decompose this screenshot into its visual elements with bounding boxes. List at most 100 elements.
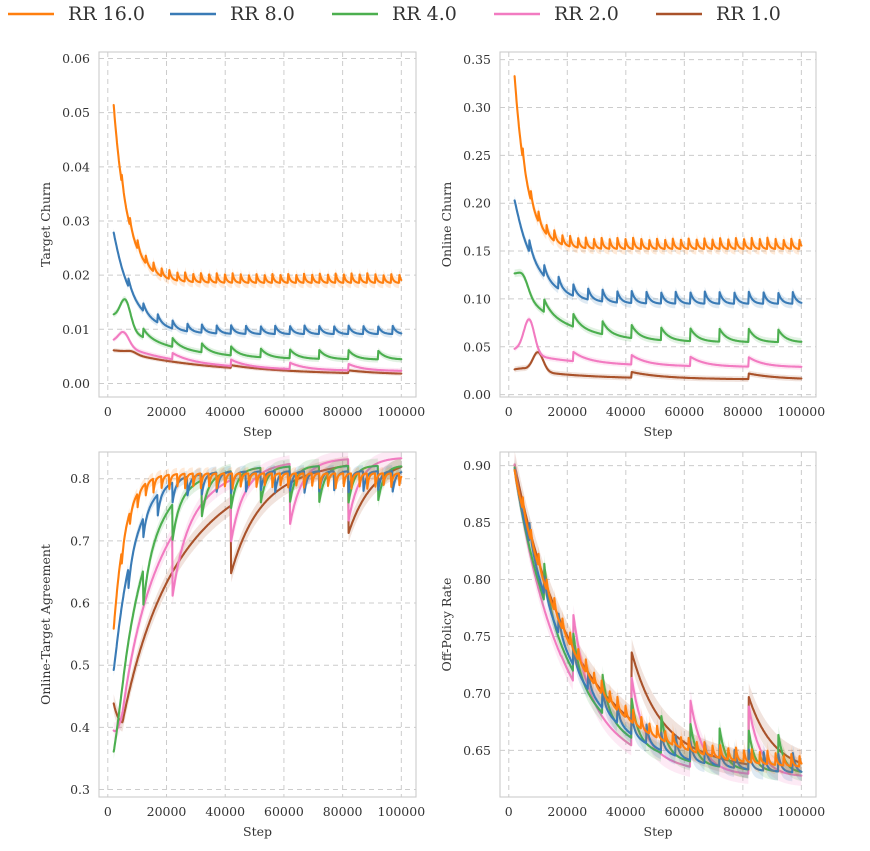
y-tick-label: 0.02 (62, 268, 90, 283)
x-tick-label: 0 (104, 404, 112, 419)
series-band (113, 99, 402, 289)
y-tick-label: 0.01 (62, 322, 90, 337)
y-tick-label: 0.90 (463, 458, 491, 473)
x-tick-label: 40000 (606, 404, 646, 419)
y-tick-label: 0.4 (70, 720, 90, 735)
panel-online-churn: 0 20000 40000 60000 80000 100000 0.00 0.05 0.10 0… (439, 51, 826, 439)
x-tick-label: 0 (104, 804, 112, 819)
y-tick-label: 0.7 (70, 533, 90, 548)
series-line-rr-16-0 (112, 472, 403, 630)
panel-off-policy-rate: 0 20000 40000 60000 80000 100000 0.65 0.70 0.75 0… (439, 451, 825, 839)
x-axis-title: Step (644, 824, 673, 839)
series-line-rr-2-0 (513, 318, 803, 368)
series-line-rr-16-0 (513, 468, 803, 768)
plot-frame (98, 451, 417, 798)
y-tick-label: 0.75 (463, 629, 491, 644)
series-line-rr-4-0 (513, 271, 803, 344)
series-line-rr-4-0 (112, 298, 403, 361)
x-tick-label: 80000 (323, 804, 363, 819)
x-tick-label: 80000 (723, 404, 763, 419)
y-tick-label: 0.15 (463, 244, 491, 259)
x-tick-label: 80000 (723, 804, 763, 819)
y-tick-label: 0.30 (463, 100, 491, 115)
x-tick-label: 60000 (264, 404, 304, 419)
series-band (514, 316, 802, 370)
panel-online-target-agreement: 0 20000 40000 60000 80000 100000 0.3 0.4 0.5 0.6 0… (38, 451, 425, 839)
series-band (514, 268, 802, 346)
x-tick-label: 40000 (606, 804, 646, 819)
y-tick-label: 0.00 (62, 376, 90, 391)
x-tick-label: 40000 (205, 404, 245, 419)
y-tick-label: 0.06 (62, 51, 90, 66)
series-line-rr-8-0 (513, 199, 803, 305)
legend-label: RR 2.0 (554, 3, 619, 25)
legend: RR 16.0 RR 8.0 RR 4.0 RR 2.0 RR 1.0 (8, 3, 781, 25)
legend-label: RR 8.0 (230, 3, 295, 25)
x-tick-label: 20000 (147, 804, 187, 819)
series-line-rr-4-0 (513, 466, 803, 773)
legend-label: RR 16.0 (68, 3, 145, 25)
y-tick-label: 0.85 (463, 515, 491, 530)
series-band (514, 452, 802, 779)
x-tick-label: 60000 (264, 804, 304, 819)
y-tick-label: 0.05 (463, 339, 491, 354)
x-tick-label: 60000 (664, 804, 704, 819)
y-axis-title: Target Churn (38, 182, 53, 267)
y-tick-label: 0.8 (70, 471, 90, 486)
x-tick-label: 20000 (547, 404, 587, 419)
y-tick-label: 0.25 (463, 148, 491, 163)
y-tick-label: 0.35 (463, 52, 491, 67)
x-tick-label: 20000 (147, 404, 187, 419)
x-tick-label: 20000 (547, 804, 587, 819)
y-tick-label: 0.00 (463, 387, 491, 402)
series-line-rr-1-0 (513, 351, 803, 381)
x-axis-title: Step (243, 824, 272, 839)
series-line-rr-2-0 (112, 457, 403, 733)
x-tick-label: 80000 (323, 404, 363, 419)
x-tick-label: 0 (505, 404, 513, 419)
x-axis-title: Step (243, 424, 272, 439)
y-tick-label: 0.05 (62, 105, 90, 120)
x-axis-title: Step (644, 424, 673, 439)
y-axis-title: Online Churn (439, 182, 454, 267)
series-band (113, 296, 402, 363)
y-tick-label: 0.20 (463, 196, 491, 211)
plot-frame (499, 451, 817, 798)
y-tick-label: 0.10 (463, 291, 491, 306)
series-line-rr-8-0 (112, 231, 403, 336)
y-tick-label: 0.65 (463, 743, 491, 758)
panel-target-churn: 0 20000 40000 60000 80000 100000 0.00 0.01 0.02 0… (38, 51, 425, 439)
legend-label: RR 4.0 (392, 3, 457, 25)
series-line-rr-1-0 (112, 349, 403, 375)
series-band (514, 349, 802, 382)
x-tick-label: 100000 (778, 804, 826, 819)
y-tick-label: 0.5 (70, 658, 90, 673)
series-line-rr-4-0 (112, 464, 403, 753)
x-tick-label: 60000 (664, 404, 704, 419)
series-band (113, 467, 402, 635)
y-axis-title: Online-Target Agreement (38, 544, 53, 705)
y-tick-label: 0.70 (463, 686, 491, 701)
plot-frame (499, 51, 817, 398)
series-line-rr-16-0 (112, 103, 403, 284)
series-line-rr-8-0 (513, 468, 803, 774)
y-tick-label: 0.6 (70, 596, 90, 611)
x-tick-label: 100000 (377, 804, 425, 819)
series-line-rr-2-0 (112, 330, 403, 372)
y-tick-label: 0.03 (62, 213, 90, 228)
y-tick-label: 0.04 (62, 159, 90, 174)
plot-frame (98, 51, 417, 398)
x-tick-label: 100000 (778, 404, 826, 419)
series-line-rr-16-0 (513, 75, 803, 250)
y-tick-label: 0.80 (463, 572, 491, 587)
series-band (514, 70, 802, 255)
y-tick-label: 0.3 (70, 782, 90, 797)
x-tick-label: 40000 (205, 804, 245, 819)
x-tick-label: 100000 (377, 404, 425, 419)
series-line-rr-1-0 (112, 464, 403, 724)
legend-label: RR 1.0 (716, 3, 781, 25)
series-line-rr-8-0 (112, 470, 403, 672)
y-axis-title: Off-Policy Rate (439, 578, 454, 672)
x-tick-label: 0 (505, 804, 513, 819)
